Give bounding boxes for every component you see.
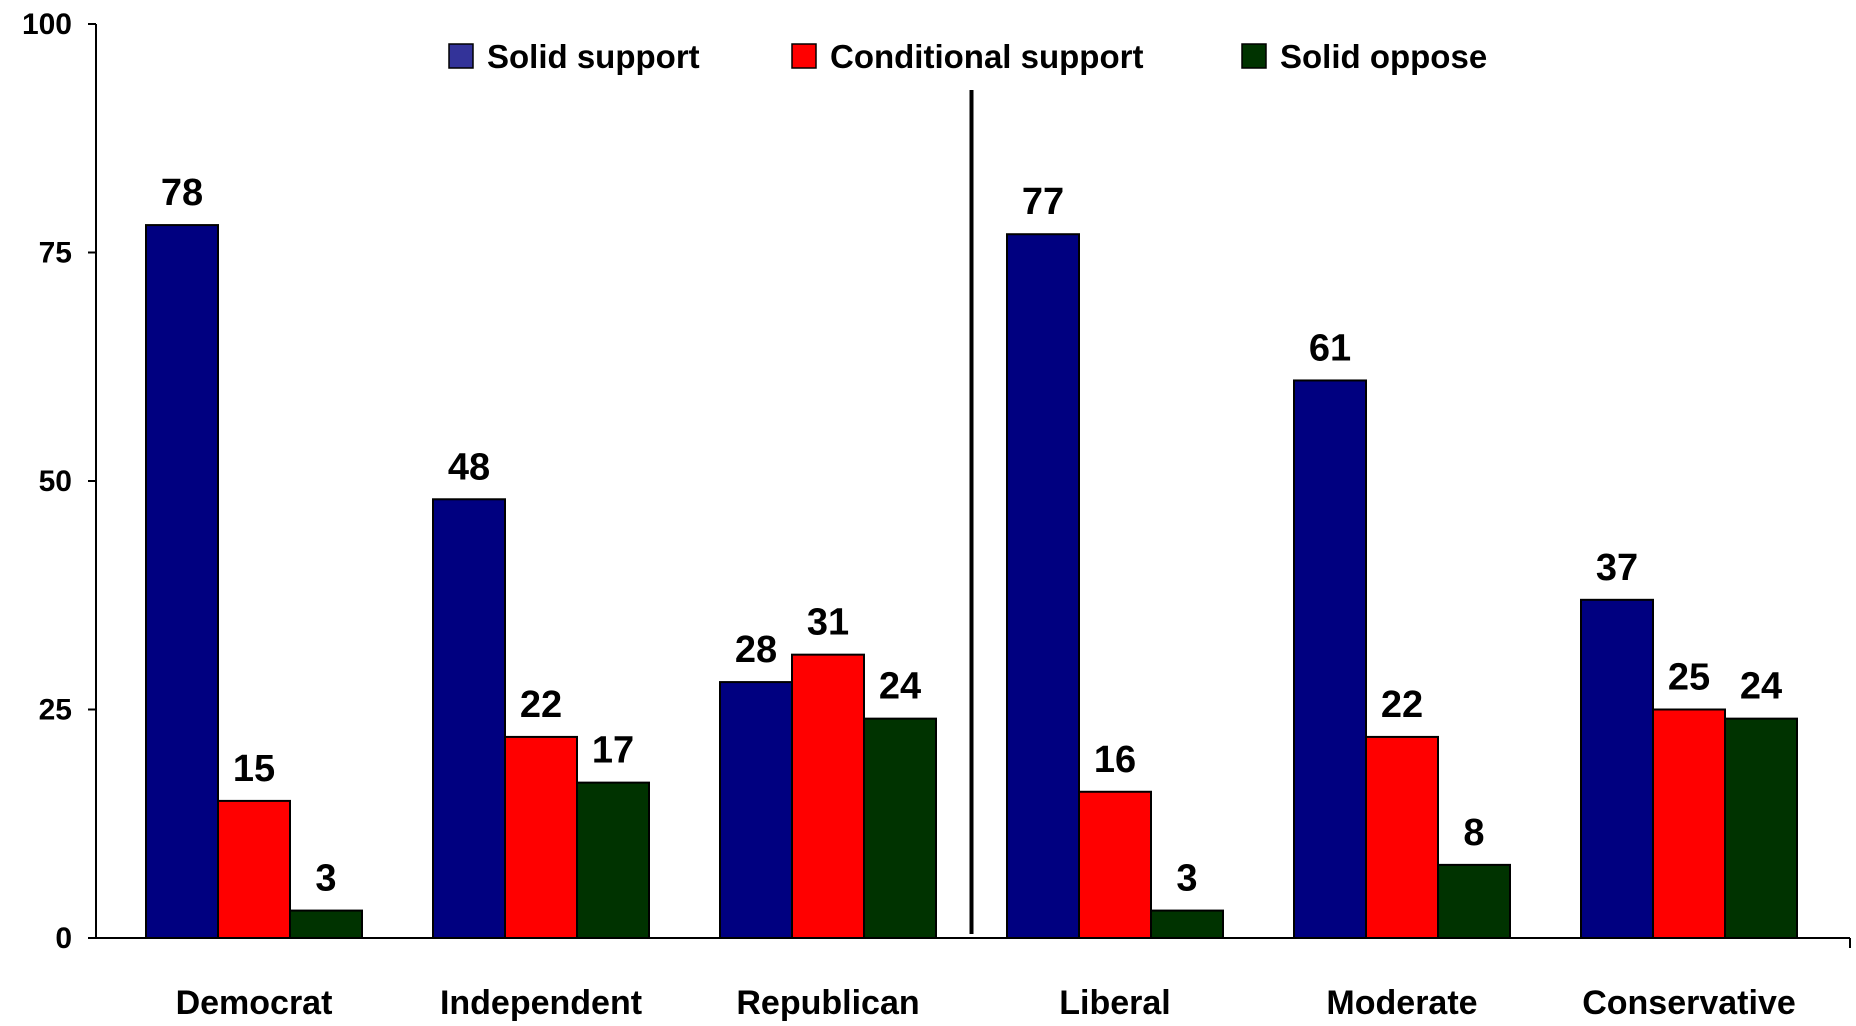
data-label: 17 — [592, 730, 634, 772]
data-label: 24 — [1740, 666, 1782, 708]
data-labels: 78 15 3 48 22 17 28 31 24 77 16 3 61 22 8 37 25 24 — [161, 172, 1782, 900]
data-label: 77 — [1022, 181, 1064, 223]
data-label: 15 — [233, 748, 275, 790]
bar — [1724, 717, 1798, 940]
category-label: Independent — [440, 984, 642, 1022]
data-label: 22 — [520, 684, 562, 726]
y-tick-label: 0 — [55, 922, 72, 955]
category-label: Moderate — [1326, 984, 1477, 1022]
bar — [504, 735, 578, 939]
bar — [1078, 790, 1152, 940]
category-label: Democrat — [176, 984, 333, 1022]
y-axis: 0 25 50 75 100 — [22, 8, 97, 955]
legend-swatch — [448, 43, 474, 69]
bar — [1580, 598, 1654, 939]
bar — [1006, 233, 1080, 940]
legend: Solid support Conditional support Solid op… — [448, 38, 1487, 75]
data-label: 3 — [1176, 858, 1197, 900]
bar — [1293, 379, 1367, 939]
legend-swatch — [791, 43, 817, 69]
data-label: 28 — [735, 629, 777, 671]
bar — [145, 224, 219, 939]
bar — [1652, 708, 1726, 939]
bar — [289, 909, 363, 940]
bar — [719, 681, 793, 940]
legend-swatch — [1241, 43, 1267, 69]
x-axis: Democrat Independent Republican Liberal Mode… — [96, 937, 1851, 1022]
data-label: 16 — [1094, 739, 1136, 781]
bar — [432, 498, 506, 939]
data-label: 22 — [1381, 684, 1423, 726]
bar — [863, 717, 937, 940]
category-label: Liberal — [1059, 984, 1170, 1022]
bar — [576, 781, 650, 939]
legend-label: Solid support — [487, 38, 700, 75]
data-label: 24 — [879, 666, 921, 708]
data-label: 25 — [1668, 657, 1710, 699]
y-tick-label: 50 — [39, 465, 72, 498]
category-label: Conservative — [1582, 984, 1796, 1022]
data-label: 31 — [807, 602, 849, 644]
legend-label: Solid oppose — [1280, 38, 1487, 75]
bars — [145, 224, 1798, 940]
y-tick-label: 75 — [39, 237, 72, 270]
y-tick-label: 25 — [39, 694, 72, 727]
y-tick-label: 100 — [22, 8, 72, 41]
data-label: 3 — [315, 858, 336, 900]
bar — [1437, 863, 1511, 940]
category-label: Republican — [736, 984, 919, 1022]
data-label: 8 — [1463, 812, 1484, 854]
data-label: 78 — [161, 172, 203, 214]
bar — [1365, 735, 1439, 939]
data-label: 37 — [1596, 547, 1638, 589]
data-label: 61 — [1309, 327, 1351, 369]
legend-label: Conditional support — [830, 38, 1143, 75]
data-label: 48 — [448, 446, 490, 488]
bar — [1150, 909, 1224, 940]
bar — [217, 799, 291, 940]
bar — [791, 653, 865, 939]
